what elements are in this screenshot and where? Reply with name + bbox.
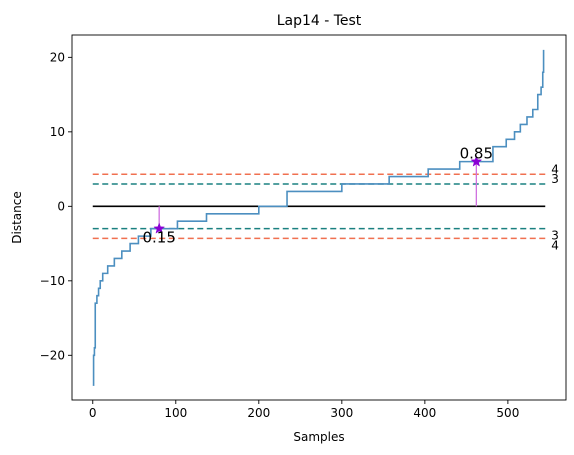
annotation-star-marker (153, 222, 166, 234)
threshold-label: 3 (551, 229, 559, 243)
annotations: 0.15 0.85 (142, 145, 493, 247)
x-tick-label: 400 (413, 406, 436, 420)
annotation-label: 0.15 (142, 229, 175, 247)
data-layer (92, 49, 545, 386)
x-tick-label: 200 (247, 406, 270, 420)
x-tick-label: 300 (330, 406, 353, 420)
series-line (92, 49, 545, 386)
x-tick-label: 0 (89, 406, 97, 420)
y-axis-label: Distance (10, 191, 24, 243)
y-tick-label: 20 (50, 50, 65, 64)
axis-ticks: 0 100 200 300 400 500 −20 −10 0 10 20 (40, 50, 520, 420)
y-tick-label: 10 (50, 125, 65, 139)
chart-title: Lap14 - Test (277, 13, 362, 29)
threshold-label: 4 (551, 238, 559, 252)
y-tick-label: −10 (40, 274, 65, 288)
x-tick-label: 500 (496, 406, 519, 420)
y-tick-label: −20 (40, 348, 65, 362)
threshold-label: 4 (551, 162, 559, 176)
threshold-label: 3 (551, 172, 559, 186)
annotation-star-marker (470, 155, 483, 167)
plot-area-frame (71, 34, 567, 401)
annotation-label: 0.85 (460, 145, 493, 163)
x-axis-label: Samples (293, 430, 344, 444)
x-tick-label: 100 (164, 406, 187, 420)
y-tick-label: 0 (57, 199, 65, 213)
